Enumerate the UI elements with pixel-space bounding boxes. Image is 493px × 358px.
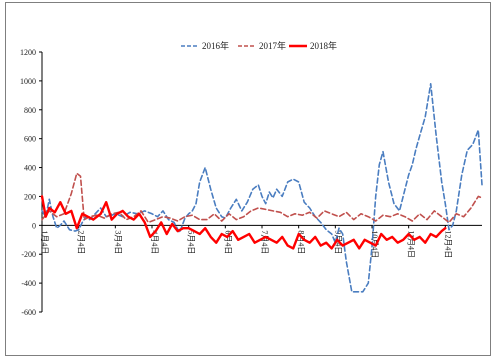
plot-lines: [40, 83, 483, 293]
y-tick-label: -600: [21, 308, 36, 317]
series-line-0: [41, 83, 483, 293]
y-tick-label: 0: [32, 221, 36, 230]
legend: 2016年 2017年 2018年: [181, 40, 337, 51]
y-tick-label: -200: [21, 250, 36, 259]
x-tick-label: 6月4日: [223, 230, 232, 254]
y-tick-label: 600: [24, 135, 36, 144]
legend-label-2: 2018年: [310, 40, 337, 51]
x-axis: 1月4日 2月4日 3月4日 4月4日 5月4日 6月4日 7月4日 8月4日 9月4日 10月4…: [40, 224, 482, 258]
legend-label-0: 2016年: [202, 40, 229, 51]
y-tick-label: 200: [24, 192, 36, 201]
y-tick-label: 1200: [20, 48, 36, 57]
x-tick-label: 11月4日: [407, 230, 416, 258]
x-tick-label: 5月4日: [187, 230, 196, 254]
y-tick-label: 800: [24, 106, 36, 115]
x-tick-label: 4月4日: [150, 230, 159, 254]
legend-label-1: 2017年: [259, 40, 286, 51]
series-line-1: [41, 172, 483, 224]
series-line-2: [40, 195, 447, 250]
x-tick-label: 8月4日: [297, 230, 306, 254]
x-tick-label: 9月4日: [333, 230, 342, 254]
x-tick-label: 1月4日: [40, 230, 49, 254]
y-axis: -600 -400 -200 0 200 400 600 800 1000 1200: [20, 48, 43, 317]
x-tick-label: 7月4日: [260, 230, 269, 254]
y-tick-label: 1000: [20, 77, 36, 86]
x-tick-label: 12月4日: [443, 230, 452, 258]
x-tick-label: 2月4日: [77, 230, 86, 254]
y-tick-label: 400: [24, 164, 36, 173]
chart-frame: [5, 2, 491, 356]
y-tick-label: -400: [21, 279, 36, 288]
x-tick-label: 3月4日: [113, 230, 122, 254]
